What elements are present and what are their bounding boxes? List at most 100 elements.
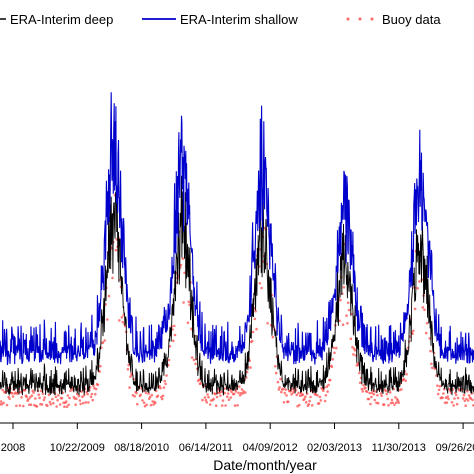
buoy-point xyxy=(163,379,166,383)
buoy-point xyxy=(182,301,185,304)
buoy-point xyxy=(411,332,414,336)
buoy-point xyxy=(49,403,52,406)
buoy-point xyxy=(421,306,425,309)
buoy-point xyxy=(48,400,52,404)
buoy-point xyxy=(203,396,207,399)
buoy-point xyxy=(229,396,233,399)
buoy-point xyxy=(394,401,398,405)
x-tick-label: 04/09/2012 xyxy=(243,442,298,454)
buoy-point xyxy=(141,399,144,402)
buoy-point xyxy=(20,396,23,399)
buoy-point xyxy=(397,401,401,404)
buoy-point xyxy=(349,337,353,341)
buoy-point xyxy=(317,402,321,405)
buoy-point xyxy=(91,398,94,402)
x-axis-title: Date/month/year xyxy=(213,457,317,473)
buoy-point xyxy=(55,405,58,408)
buoy-point xyxy=(326,390,329,393)
buoy-point xyxy=(280,390,283,394)
buoy-point xyxy=(278,386,281,389)
buoy-point xyxy=(362,384,365,387)
buoy-point xyxy=(149,403,153,407)
buoy-point xyxy=(152,403,155,406)
buoy-point xyxy=(277,388,281,391)
buoy-point xyxy=(40,403,44,406)
buoy-point xyxy=(393,403,396,407)
buoy-point xyxy=(276,380,280,384)
buoy-point xyxy=(437,388,441,392)
buoy-point xyxy=(384,389,388,393)
buoy-point xyxy=(11,395,15,398)
buoy-point xyxy=(303,397,306,401)
buoy-point xyxy=(441,396,444,400)
buoy-point xyxy=(92,384,95,388)
buoy-point xyxy=(158,384,161,388)
buoy-point xyxy=(253,317,257,321)
buoy-point xyxy=(183,271,186,275)
buoy-point xyxy=(319,399,323,402)
legend: ERA-Interim deep ERA-Interim shallow Buo… xyxy=(0,12,441,27)
x-tick-label: 09/26/2014 xyxy=(436,442,474,454)
buoy-point xyxy=(118,319,121,322)
buoy-point xyxy=(89,395,93,399)
buoy-point xyxy=(27,398,30,401)
buoy-point xyxy=(274,365,277,368)
buoy-point xyxy=(386,397,390,401)
buoy-point xyxy=(445,401,449,404)
buoy-point xyxy=(179,263,183,267)
buoy-point xyxy=(244,391,247,394)
buoy-point xyxy=(220,390,223,394)
buoy-point xyxy=(8,397,11,401)
plot-area xyxy=(0,92,474,409)
buoy-point xyxy=(65,405,69,409)
buoy-point xyxy=(30,394,34,398)
buoy-point xyxy=(96,383,100,387)
buoy-point xyxy=(402,377,406,381)
buoy-point xyxy=(79,402,82,406)
buoy-point xyxy=(103,339,106,342)
buoy-point xyxy=(361,390,365,393)
buoy-point xyxy=(240,388,244,391)
buoy-point xyxy=(346,322,349,325)
buoy-point xyxy=(369,402,372,406)
buoy-point xyxy=(283,391,287,395)
buoy-point xyxy=(456,396,460,400)
x-tick-label: 2008 xyxy=(1,442,25,454)
buoy-point xyxy=(372,393,376,396)
buoy-point xyxy=(388,391,392,394)
buoy-point xyxy=(15,404,18,408)
buoy-point xyxy=(368,391,372,395)
buoy-point xyxy=(0,400,3,403)
buoy-point xyxy=(430,362,433,366)
legend-item-era-interim-deep: ERA-Interim deep xyxy=(0,12,113,27)
buoy-point xyxy=(304,395,307,399)
buoy-point xyxy=(2,401,5,405)
buoy-point xyxy=(78,399,82,402)
buoy-point xyxy=(455,402,459,406)
buoy-point xyxy=(98,370,101,373)
buoy-point xyxy=(64,400,68,403)
buoy-point xyxy=(323,399,327,403)
buoy-point xyxy=(29,403,33,407)
buoy-point xyxy=(376,394,379,397)
legend-item-era-interim-shallow: ERA-Interim shallow xyxy=(142,12,298,27)
buoy-point xyxy=(74,403,77,407)
buoy-point xyxy=(367,397,371,401)
buoy-point xyxy=(226,392,230,395)
buoy-point xyxy=(423,308,426,312)
buoy-point xyxy=(338,319,341,323)
buoy-point xyxy=(284,388,287,391)
buoy-point xyxy=(204,398,208,402)
buoy-point xyxy=(438,384,442,388)
buoy-point xyxy=(86,392,89,396)
buoy-point xyxy=(214,404,218,408)
buoy-point xyxy=(18,404,22,407)
buoy-point xyxy=(69,389,72,393)
buoy-point xyxy=(446,395,450,398)
buoy-point xyxy=(142,401,146,405)
x-tick-label: 11/30/2013 xyxy=(372,442,426,454)
buoy-point xyxy=(385,392,389,396)
legend-item-buoy-data: Buoy data xyxy=(346,12,441,27)
buoy-point xyxy=(241,392,245,395)
series-line-era-interim-deep xyxy=(0,175,474,397)
